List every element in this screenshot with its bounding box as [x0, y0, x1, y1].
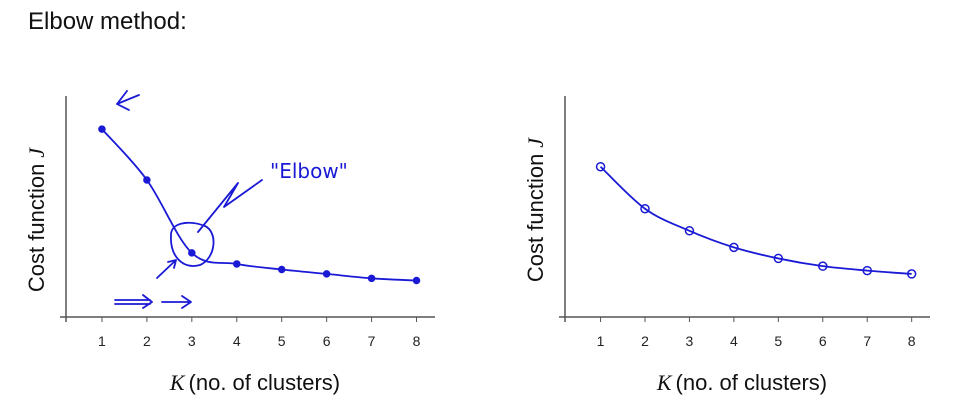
- left-data-point-5: [277, 265, 286, 274]
- left-x-tick-label-2: 2: [143, 333, 151, 349]
- left-data-point-6: [322, 270, 331, 278]
- right-x-tick-label-3: 3: [686, 333, 694, 349]
- left-data-point-3: [188, 249, 196, 257]
- elbow-arrow-2: [156, 259, 177, 279]
- elbow-circle: [170, 221, 215, 267]
- left-data-point-2: [143, 176, 151, 184]
- right-x-tick-label-2: 2: [641, 333, 649, 349]
- right-data-point-7: [862, 265, 872, 276]
- right-x-ticks: 1 2 3 4 5 6 7 8: [597, 317, 916, 349]
- left-data-point-1: [98, 125, 106, 133]
- right-data-point-4: [729, 242, 739, 253]
- left-x-ticks: 1 2 3 4 5 6 7 8: [98, 317, 421, 349]
- left-series: [98, 125, 421, 285]
- right-data-point-2: [640, 203, 650, 214]
- right-ylabel-var: J: [523, 137, 548, 148]
- right-x-tick-label-8: 8: [908, 333, 916, 349]
- left-xlabel-text: (no. of clusters): [189, 370, 341, 395]
- right-chart: 1 2 3 4 5 6 7 8 Cost function J K (no. of cluster…: [523, 96, 930, 395]
- left-data-point-7: [367, 274, 376, 283]
- step-arrow-1: [114, 294, 153, 309]
- left-x-tick-label-6: 6: [323, 333, 331, 349]
- left-cost-curve: [101, 128, 417, 282]
- right-x-tick-label-5: 5: [774, 333, 782, 349]
- left-y-axis-label: Cost function J: [24, 147, 49, 292]
- left-chart: 1 2 3 4 5 6 7 8 Cost function J K (no. of cluster…: [24, 90, 435, 395]
- elbow-pointer-line: [197, 179, 263, 233]
- right-ylabel-text: Cost function: [523, 154, 548, 282]
- left-x-tick-label-8: 8: [413, 333, 421, 349]
- step-arrow-2: [161, 295, 192, 309]
- right-data-point-8: [906, 269, 917, 279]
- right-x-tick-label-4: 4: [730, 333, 738, 349]
- page-title: Elbow method:: [28, 8, 187, 35]
- right-y-axis-label: Cost function J: [523, 137, 548, 282]
- right-x-tick-label-7: 7: [863, 333, 871, 349]
- left-x-tick-label-1: 1: [98, 333, 106, 349]
- elbow-annotations: [114, 90, 263, 309]
- left-data-point-8: [412, 276, 421, 285]
- right-x-tick-label-1: 1: [597, 333, 605, 349]
- elbow-arrow-1: [116, 90, 140, 111]
- right-data-point-1: [595, 161, 606, 172]
- left-x-tick-label-4: 4: [233, 333, 241, 349]
- left-ylabel-var: J: [24, 147, 49, 158]
- right-cost-curve: [599, 166, 912, 275]
- right-xlabel-text: (no. of clusters): [676, 370, 828, 395]
- right-x-axis-label: K (no. of clusters): [656, 370, 827, 395]
- right-data-point-5: [773, 253, 784, 264]
- right-data-point-3: [684, 226, 695, 236]
- left-data-point-4: [233, 260, 241, 268]
- left-x-tick-label-7: 7: [368, 333, 376, 349]
- right-xlabel-var: K: [656, 370, 673, 395]
- right-x-tick-label-6: 6: [819, 333, 827, 349]
- left-x-axis-label: K (no. of clusters): [169, 370, 340, 395]
- right-data-point-6: [818, 261, 828, 271]
- left-ylabel-text: Cost function: [24, 164, 49, 292]
- left-x-tick-label-3: 3: [188, 333, 196, 349]
- elbow-annotation-label: "Elbow": [270, 159, 348, 183]
- left-xlabel-var: K: [169, 370, 186, 395]
- right-series: [595, 161, 917, 279]
- left-x-tick-label-5: 5: [278, 333, 286, 349]
